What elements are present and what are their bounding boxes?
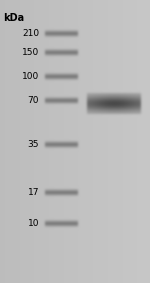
Text: 70: 70 — [27, 96, 39, 105]
Text: 35: 35 — [27, 140, 39, 149]
Text: 150: 150 — [22, 48, 39, 57]
Text: kDa: kDa — [3, 13, 24, 23]
Text: 210: 210 — [22, 29, 39, 38]
Text: 10: 10 — [27, 219, 39, 228]
Text: 17: 17 — [27, 188, 39, 197]
Text: 100: 100 — [22, 72, 39, 81]
